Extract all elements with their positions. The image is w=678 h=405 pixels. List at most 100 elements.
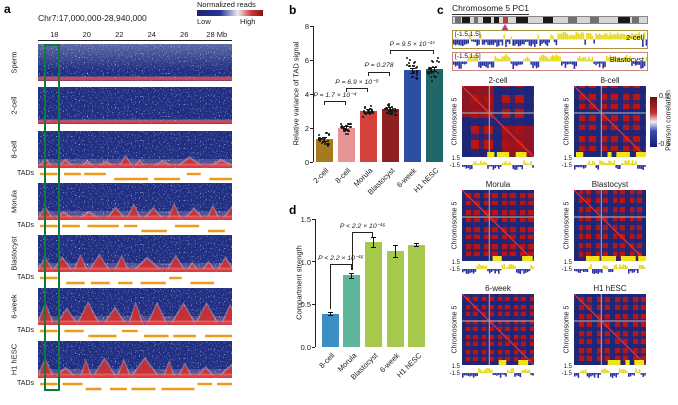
pc1-track-range: [-1.5,1.5] [455, 53, 481, 60]
p-value-label: P < 2.2 × 10⁻¹⁶ [318, 255, 364, 263]
significance-bracket-tick [351, 231, 353, 271]
pc1-signal [453, 54, 647, 69]
panel-d-letter: d [289, 203, 297, 217]
significance-bracket-tick [346, 88, 347, 93]
track-scale-hi: 1.5 [451, 260, 460, 266]
track-scale-hi: 1.5 [563, 364, 572, 370]
data-point-dot [438, 60, 441, 63]
y-axis-tick-mark [310, 25, 313, 27]
significance-bracket [351, 231, 374, 233]
corr-heatmap-overlay [462, 86, 534, 157]
data-point-dot [416, 74, 419, 77]
data-point-dot [391, 105, 394, 108]
ideogram-centromere-band [503, 17, 509, 23]
highlight-region-box [44, 44, 60, 391]
y-axis-spine [315, 219, 316, 347]
y-axis-tick-label: 4 [304, 90, 309, 99]
corr-heatmap-title: H1 hESC [593, 284, 627, 293]
data-point-dot [406, 57, 409, 60]
error-bar-cap [370, 247, 376, 249]
data-point-dot [349, 122, 352, 125]
error-bar-cap [414, 246, 420, 248]
significance-bracket [330, 264, 352, 266]
error-bar [411, 67, 413, 73]
data-point-dot [362, 110, 366, 113]
track-scale-lo: -1.5 [561, 371, 572, 377]
tads-track [40, 329, 232, 338]
corr-heatmap-overlay [574, 190, 646, 261]
panel-a-axis-tick-label: 24 [147, 30, 156, 39]
ideogram-band [515, 17, 529, 23]
data-point-dot [371, 111, 374, 114]
data-point-dot [394, 109, 397, 113]
data-point-dot [394, 108, 397, 111]
corr-heatmap-title: Blastocyst [591, 180, 629, 189]
hic-map-2-cell [38, 87, 232, 124]
pearson-colorbar-min: -0.5 [658, 141, 671, 148]
error-bar-cap [414, 242, 420, 244]
corr-heatmap-2-cell [462, 86, 534, 157]
panel-b-plot: 0 2 4 6 8 2-cell 8-cell Morula Blastocyst 6-week H… [305, 22, 447, 197]
bar-8-cell [337, 128, 355, 162]
ideogram-band [631, 17, 639, 23]
data-point-dot [317, 133, 320, 136]
data-point-dot [366, 109, 370, 112]
corr-heatmap-overlay [574, 294, 646, 365]
data-point-dot [388, 102, 391, 106]
y-axis-tick-mark [312, 346, 315, 348]
tads-track-label: TADs [17, 170, 34, 177]
data-point-dot [343, 128, 346, 131]
panel-c-title: Chromosome 5 PC1 [452, 3, 530, 15]
error-bar-cap [349, 277, 355, 279]
track-scale-hi: 1.5 [563, 156, 572, 162]
ideogram-band [454, 17, 462, 23]
corr-heatmap-pc1-track [462, 264, 534, 274]
data-point-dot [391, 107, 394, 110]
ideogram-band [461, 17, 470, 23]
corr-heatmap-title: 2-cell [488, 76, 508, 85]
y-axis-tick-mark [312, 303, 315, 305]
reads-colorbar-low: Low [197, 17, 211, 26]
track-scale-lo: -1.5 [561, 267, 572, 273]
error-bar [351, 272, 353, 278]
significance-bracket [390, 49, 434, 51]
corr-heatmap-pc1-track [462, 160, 534, 170]
data-point-dot [345, 132, 348, 136]
data-point-dot [388, 107, 391, 111]
panel-a-axis-tick-label: 22 [115, 30, 124, 39]
data-point-dot [322, 137, 325, 140]
hic-map-blastocyst [38, 235, 232, 272]
error-bar-cap [409, 67, 415, 69]
corr-heatmap-title: 8-cell [600, 76, 620, 85]
corr-heatmap-h1-hesc [574, 294, 646, 365]
y-axis-tick-mark [310, 161, 313, 163]
significance-bracket [324, 100, 346, 102]
y-axis-tick-mark [310, 59, 313, 61]
p-value-label: P = 0.278 [364, 61, 394, 69]
y-axis-tick-mark [312, 218, 315, 220]
y-axis-spine [313, 26, 314, 162]
pearson-colorbar-max: 0.5 [659, 93, 669, 100]
significance-bracket-tick [350, 264, 352, 271]
corr-heatmap-pc1-track [462, 368, 534, 378]
p-value-label: P = 6.9 × 10⁻⁹ [335, 79, 379, 87]
hic-map-morula [38, 183, 232, 220]
data-point-dot [346, 128, 349, 131]
error-bar-cap [392, 256, 398, 258]
pc1-track-name: 2-cell [626, 33, 644, 42]
track-scale-lo: -1.5 [449, 371, 460, 377]
data-point-dot [429, 70, 432, 73]
error-bar-cap [370, 236, 376, 238]
bar-morula [343, 275, 361, 347]
error-bar [345, 125, 347, 131]
tads-track-label: TADs [17, 327, 34, 334]
p-value-label: P = 1.7 × 10⁻⁴ [313, 91, 357, 99]
panel-a-axis-tick-label: 26 [180, 30, 189, 39]
tads-track [40, 382, 232, 391]
data-point-dot [345, 129, 348, 132]
data-point-dot [430, 79, 434, 82]
data-point-dot [405, 64, 408, 67]
data-point-dot [430, 59, 433, 62]
tads-track [40, 224, 225, 233]
bar-morula [359, 111, 377, 162]
